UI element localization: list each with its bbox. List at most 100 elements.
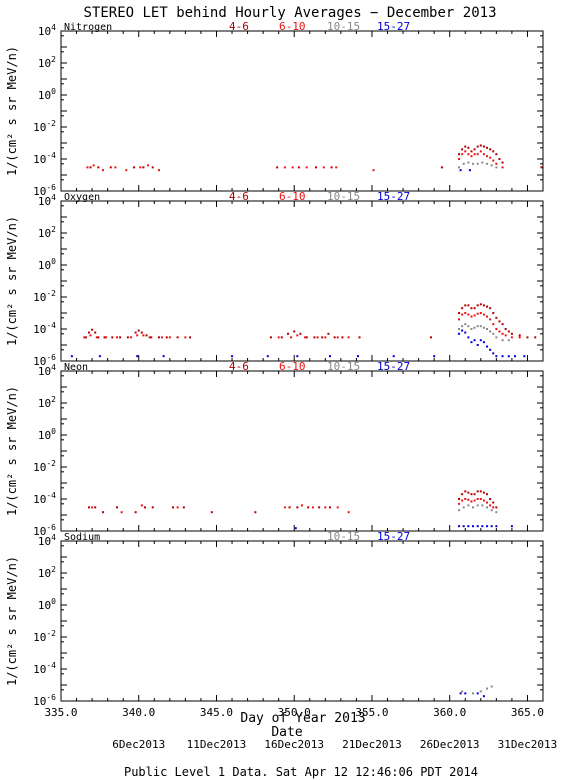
data-point — [145, 334, 148, 337]
data-point — [489, 330, 492, 333]
y-tick-label: 100 — [38, 597, 56, 612]
data-point — [458, 502, 461, 505]
plot-frame — [60, 200, 544, 362]
y-tick-label: 10-6 — [33, 353, 56, 368]
data-point — [461, 307, 464, 310]
data-point — [305, 166, 308, 169]
data-point — [133, 166, 136, 169]
data-point — [472, 162, 475, 165]
data-point — [97, 166, 100, 169]
data-point — [467, 504, 470, 507]
data-point — [290, 336, 293, 339]
data-point — [464, 312, 467, 314]
data-point — [136, 355, 139, 358]
y-tick-label: 10-6 — [33, 523, 56, 538]
data-point — [162, 355, 165, 358]
data-point — [473, 148, 476, 151]
data-point — [458, 525, 461, 528]
data-point — [115, 336, 118, 339]
data-point — [473, 493, 476, 496]
data-point — [479, 150, 482, 153]
data-point — [283, 166, 286, 169]
legend-entry: 4-6 — [229, 190, 249, 203]
data-point — [464, 692, 467, 695]
data-point — [458, 153, 461, 156]
date-label: 16Dec2013 — [264, 738, 324, 751]
date-label: 6Dec2013 — [112, 738, 165, 751]
data-point — [140, 331, 143, 334]
data-point — [482, 313, 485, 316]
data-point — [464, 145, 467, 148]
data-point — [276, 166, 279, 169]
data-point — [111, 336, 114, 339]
data-point — [482, 491, 485, 494]
data-point — [472, 525, 475, 528]
data-point — [304, 336, 307, 339]
data-point — [147, 164, 150, 167]
data-point — [479, 312, 482, 314]
data-point — [182, 506, 185, 509]
data-point — [482, 695, 485, 698]
data-point — [467, 336, 470, 339]
x-tick-label: 335.0 — [44, 706, 77, 719]
data-point — [486, 506, 489, 509]
data-point — [293, 330, 296, 333]
data-point — [467, 498, 470, 501]
data-point — [482, 326, 485, 329]
data-point — [473, 499, 476, 502]
y-tick-label: 10-4 — [33, 491, 56, 506]
y-tick-label: 10-2 — [33, 629, 56, 644]
data-point — [489, 318, 492, 321]
panel-oxygen: 104 102 100 10-2 10-4 10-6 1/(cm² s sr MeV/n) O… — [5, 190, 544, 368]
y-tick-label: 104 — [38, 363, 56, 378]
data-point — [328, 355, 331, 358]
data-point — [501, 323, 504, 326]
panel-sodium: 104 102 100 10-2 10-4 10-6 1/(cm² s sr MeV/n) S… — [5, 530, 544, 719]
data-point — [486, 305, 489, 308]
data-point — [472, 506, 475, 509]
y-tick-label: 100 — [38, 87, 56, 102]
data-point — [504, 334, 507, 337]
data-point — [501, 166, 504, 169]
data-point — [433, 355, 436, 358]
legend-entry: 10-15 — [327, 190, 360, 203]
data-point — [324, 506, 327, 509]
data-point — [184, 336, 187, 339]
panel-title: Sodium — [64, 532, 100, 543]
data-point — [498, 158, 501, 160]
data-point — [489, 148, 492, 151]
data-point — [489, 156, 492, 159]
data-point — [336, 336, 339, 339]
data-point — [467, 325, 470, 328]
data-point — [324, 336, 327, 339]
data-point — [140, 504, 143, 507]
data-point — [94, 506, 97, 509]
data-point — [430, 336, 433, 339]
data-point — [296, 334, 299, 337]
data-point — [231, 355, 234, 358]
y-tick-label: 100 — [38, 257, 56, 272]
data-point — [137, 329, 140, 332]
legend-entry: 4-6 — [229, 360, 249, 373]
data-point — [301, 504, 303, 507]
data-point — [481, 525, 484, 528]
data-point — [189, 336, 192, 339]
data-point — [464, 498, 467, 500]
data-point — [486, 345, 489, 348]
y-tick-label: 10-2 — [33, 119, 56, 134]
data-point — [458, 166, 461, 169]
data-point — [470, 150, 473, 153]
data-point — [288, 506, 291, 509]
data-point — [210, 511, 213, 514]
data-point — [335, 166, 338, 169]
data-point — [492, 352, 495, 355]
y-tick-label: 100 — [38, 427, 56, 442]
data-point — [486, 328, 489, 330]
y-tick-label: 10-2 — [33, 459, 56, 474]
data-point — [103, 336, 106, 339]
data-point — [501, 161, 504, 164]
data-point — [89, 334, 92, 337]
y-tick-label: 10-6 — [33, 183, 56, 198]
data-point — [461, 153, 464, 156]
figure-title: STEREO LET behind Hourly Averages − Dece… — [83, 5, 496, 21]
